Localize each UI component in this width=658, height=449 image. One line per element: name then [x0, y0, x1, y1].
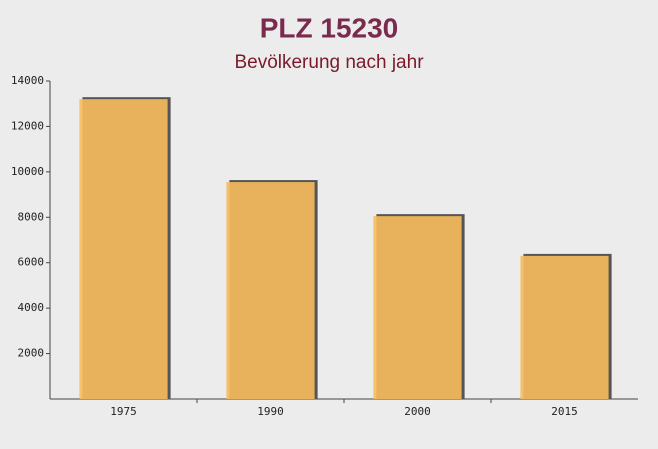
x-tick-label: 1990	[257, 405, 284, 418]
y-tick-label: 8000	[18, 210, 45, 223]
bar	[79, 99, 168, 400]
y-tick-label: 4000	[18, 301, 45, 314]
bar	[520, 255, 609, 399]
x-tick-label: 1975	[110, 405, 137, 418]
y-tick-label: 2000	[18, 347, 45, 360]
x-tick-label: 2000	[404, 405, 431, 418]
bar	[373, 216, 462, 399]
chart-title: PLZ 15230	[260, 12, 399, 43]
x-tick-label: 2015	[551, 405, 578, 418]
y-tick-label: 12000	[11, 119, 44, 132]
chart-subtitle: Bevölkerung nach jahr	[234, 52, 424, 73]
bar	[226, 182, 315, 399]
y-tick-label: 14000	[11, 74, 44, 87]
y-tick-label: 6000	[18, 256, 45, 269]
y-tick-label: 10000	[11, 165, 44, 178]
